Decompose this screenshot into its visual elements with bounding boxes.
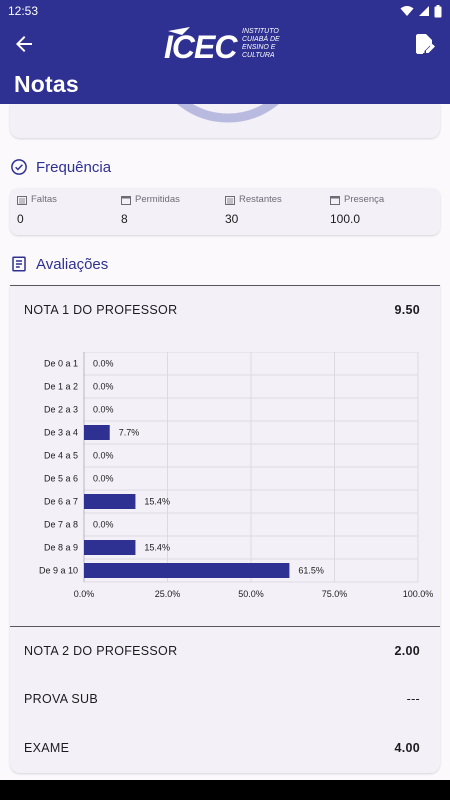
battery-icon (434, 4, 442, 17)
grade-value: 2.00 (394, 644, 420, 658)
freq-presenca: Presença 100.0 (330, 194, 384, 226)
category-label: De 1 a 2 (44, 382, 78, 392)
progress-ring (177, 104, 279, 123)
grade-distribution-chart: 0.0% 25.0% 50.0% 75.0% 100.0% De 0 a 1 0.0% De … (39, 352, 434, 599)
data-label: 15.4% (144, 497, 170, 507)
x-tick-label: 25.0% (155, 589, 181, 599)
data-label: 0.0% (93, 520, 114, 530)
calendar-grid-icon (17, 195, 27, 205)
x-tick-label: 75.0% (322, 589, 348, 599)
status-time: 12:53 (8, 4, 39, 18)
freq-value: 8 (121, 212, 128, 226)
svg-text:INSTITUTO: INSTITUTO (242, 28, 279, 35)
data-label: 15.4% (144, 543, 170, 553)
grade-label: EXAME (24, 741, 70, 755)
bar (84, 540, 136, 555)
grade-label: PROVA SUB (24, 692, 99, 706)
document-icon (12, 256, 26, 272)
grade-row[interactable]: NOTA 2 DO PROFESSOR 2.00 (10, 644, 440, 658)
category-label: De 8 a 9 (44, 543, 78, 553)
grade-row[interactable]: PROVA SUB --- (10, 692, 440, 706)
category-label: De 9 a 10 (39, 566, 78, 576)
freq-label: Restantes (239, 194, 282, 205)
data-label: 0.0% (93, 451, 114, 461)
bar (84, 494, 136, 509)
category-label: De 3 a 4 (44, 428, 78, 438)
frequencia-header: Frequência (10, 158, 111, 176)
freq-label: Faltas (31, 194, 57, 205)
app-bar: ICEC INSTITUTO CUIABÁ DE ENSINO E CULTUR… (0, 22, 450, 66)
data-label: 0.0% (93, 474, 114, 484)
frequencia-title: Frequência (36, 158, 112, 176)
category-label: De 0 a 1 (44, 359, 78, 369)
freq-faltas: Faltas 0 (17, 194, 57, 226)
freq-value: 30 (225, 212, 239, 226)
x-tick-label: 50.0% (238, 589, 264, 599)
avaliacoes-title: Avaliações (36, 255, 109, 273)
grade-value: 4.00 (394, 741, 420, 755)
category-label: De 7 a 8 (44, 520, 78, 530)
grade-row[interactable]: EXAME 4.00 (10, 741, 440, 755)
category-label: De 5 a 6 (44, 474, 78, 484)
freq-label: Presença (344, 194, 385, 205)
back-arrow-icon[interactable] (12, 32, 36, 56)
data-label: 7.7% (119, 428, 140, 438)
category-label: De 6 a 7 (44, 497, 78, 507)
data-label: 0.0% (93, 405, 114, 415)
svg-text:ENSINO E: ENSINO E (242, 44, 276, 51)
edit-document-icon[interactable] (412, 32, 436, 56)
calendar-grid-icon (225, 195, 235, 205)
check-circle-icon (11, 159, 27, 175)
status-bar: 12:53 (0, 0, 450, 22)
wifi-icon (400, 6, 414, 16)
data-label: 61.5% (298, 566, 324, 576)
page-title: Notas (14, 71, 79, 97)
x-tick-label: 0.0% (74, 589, 95, 599)
grade-label: NOTA 2 DO PROFESSOR (24, 644, 178, 658)
bar (84, 425, 110, 440)
category-label: De 4 a 5 (44, 451, 78, 461)
signal-icon (419, 6, 429, 16)
freq-label: Permitidas (135, 194, 180, 205)
divider (10, 626, 440, 627)
data-label: 0.0% (93, 359, 114, 369)
page-title-bar: Notas (0, 66, 450, 104)
calendar-icon (330, 195, 340, 205)
grade-value: --- (406, 692, 420, 706)
svg-text:ICEC: ICEC (164, 29, 238, 63)
grade-label: NOTA 1 DO PROFESSOR (24, 303, 178, 317)
institute-logo: ICEC INSTITUTO CUIABÁ DE ENSINO E CULTUR… (162, 25, 290, 65)
navigation-bar (0, 780, 450, 800)
data-label: 0.0% (93, 382, 114, 392)
svg-text:CUIABÁ DE: CUIABÁ DE (242, 34, 280, 43)
system-icons (400, 4, 442, 18)
x-tick-label: 100.0% (403, 589, 434, 599)
summary-card (10, 104, 440, 138)
avaliacoes-header: Avaliações (10, 255, 108, 273)
freq-permitidas: Permitidas 8 (121, 194, 180, 226)
svg-text:CULTURA: CULTURA (242, 52, 275, 59)
freq-value: 100.0 (330, 212, 361, 226)
freq-value: 0 (17, 212, 24, 226)
category-label: De 2 a 3 (44, 405, 78, 415)
calendar-icon (121, 195, 131, 205)
bar (84, 563, 290, 578)
frequencia-card: Faltas 0 Permitidas 8 Restantes 30 Prese… (10, 188, 440, 235)
grade-value: 9.50 (394, 303, 420, 317)
avaliacoes-card: NOTA 1 DO PROFESSOR 9.50 NOTA 2 DO PROFE… (10, 285, 440, 773)
freq-restantes: Restantes 30 (225, 194, 282, 226)
grade-row[interactable]: NOTA 1 DO PROFESSOR 9.50 (10, 303, 440, 317)
